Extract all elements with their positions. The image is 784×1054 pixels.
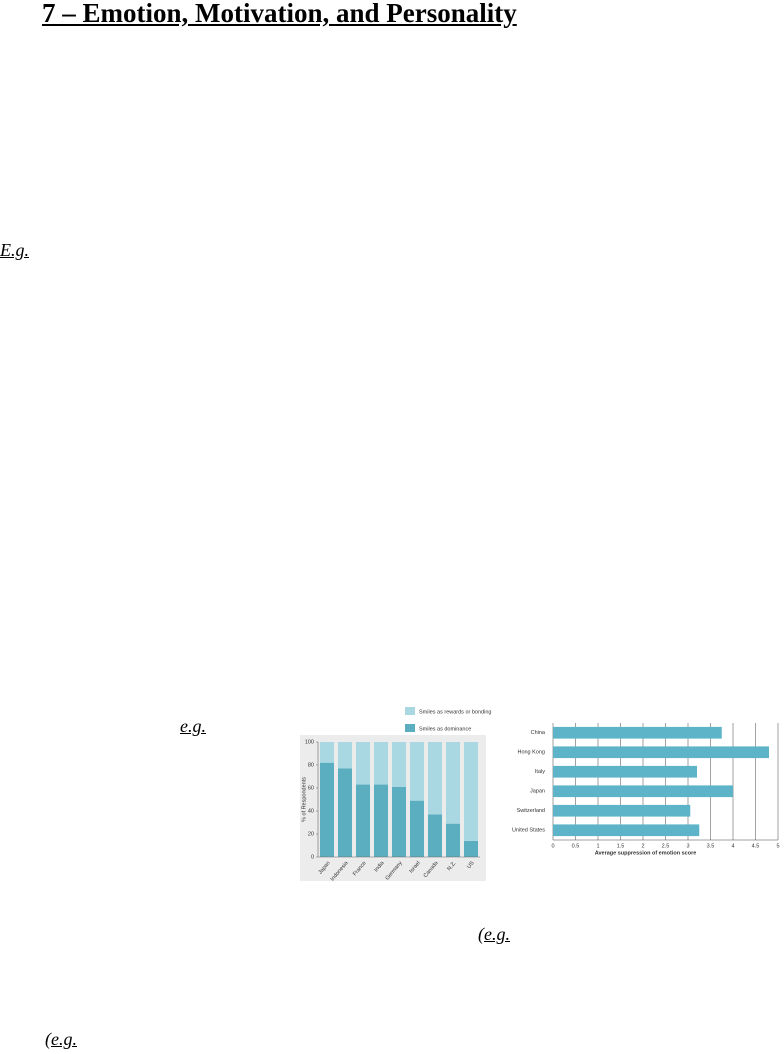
- bar-segment: [319, 742, 335, 763]
- x-tick-label: 1: [596, 843, 599, 849]
- legend-swatch: [405, 707, 415, 715]
- bar: [553, 746, 769, 759]
- y-tick-label: 100: [305, 739, 314, 745]
- x-tick-label: 2: [641, 843, 644, 849]
- bar-segment: [445, 823, 461, 857]
- y-tick-label: China: [531, 730, 546, 736]
- y-tick-label: Italy: [535, 769, 545, 775]
- y-tick-label: Switzerland: [517, 808, 545, 814]
- y-tick-label: 40: [308, 808, 314, 814]
- y-tick-label: 60: [308, 785, 314, 791]
- bar: [553, 785, 733, 798]
- paren: (: [478, 924, 484, 944]
- x-tick-label: 0.5: [572, 843, 580, 849]
- bar-segment: [355, 742, 371, 785]
- bar-segment: [409, 800, 425, 857]
- y-tick-label: Hong Kong: [517, 750, 545, 756]
- bar-segment: [391, 786, 407, 857]
- x-axis-label: Average suppression of emotion score: [595, 850, 697, 856]
- bar: [553, 804, 691, 817]
- x-tick-label: US: [466, 860, 476, 870]
- y-tick-label: 20: [308, 831, 314, 837]
- x-tick-label: 3.5: [707, 843, 715, 849]
- paren: (: [45, 1029, 51, 1049]
- example-marker: (e.g.: [45, 1029, 77, 1050]
- example-text: e.g.: [51, 1029, 77, 1049]
- bar-segment: [319, 762, 335, 857]
- bar-segment: [463, 840, 479, 857]
- x-tick-label: 0: [551, 843, 554, 849]
- x-tick-label: N.Z.: [446, 860, 458, 872]
- example-marker: e.g.: [180, 716, 206, 736]
- bar-segment: [427, 742, 443, 815]
- bar: [553, 765, 697, 778]
- x-tick-label: 5: [776, 843, 779, 849]
- legend-label: Smiles as dominance: [419, 726, 471, 732]
- example-marker: E.g.: [0, 240, 29, 260]
- bar-segment: [409, 742, 425, 801]
- y-axis-label: % of Respondents: [301, 777, 307, 822]
- x-tick-label: 3: [686, 843, 689, 849]
- bar-segment: [337, 768, 353, 857]
- x-tick-label: 4: [731, 843, 734, 849]
- bar-segment: [427, 814, 443, 857]
- legend-swatch: [405, 724, 415, 732]
- bar-segment: [391, 742, 407, 787]
- page-title: 7 – Emotion, Motivation, and Personality: [42, 0, 517, 28]
- bar: [553, 824, 700, 837]
- y-tick-label: Japan: [530, 789, 545, 795]
- y-tick-label: 0: [311, 854, 314, 860]
- example-marker: (e.g.: [478, 924, 510, 945]
- bar-segment: [355, 784, 371, 857]
- bar-segment: [373, 784, 389, 857]
- example-text: e.g.: [484, 924, 510, 944]
- x-tick-label: 2.5: [662, 843, 670, 849]
- legend-label: Smiles as rewards or bonding: [419, 709, 491, 715]
- bar-segment: [373, 742, 389, 785]
- y-tick-label: United States: [512, 828, 545, 834]
- y-tick-label: 80: [308, 762, 314, 768]
- x-tick-label: 1.5: [617, 843, 625, 849]
- bar-segment: [463, 742, 479, 841]
- bar-segment: [337, 742, 353, 769]
- x-tick-label: 4.5: [752, 843, 760, 849]
- bar: [553, 726, 722, 739]
- bar-segment: [445, 742, 461, 824]
